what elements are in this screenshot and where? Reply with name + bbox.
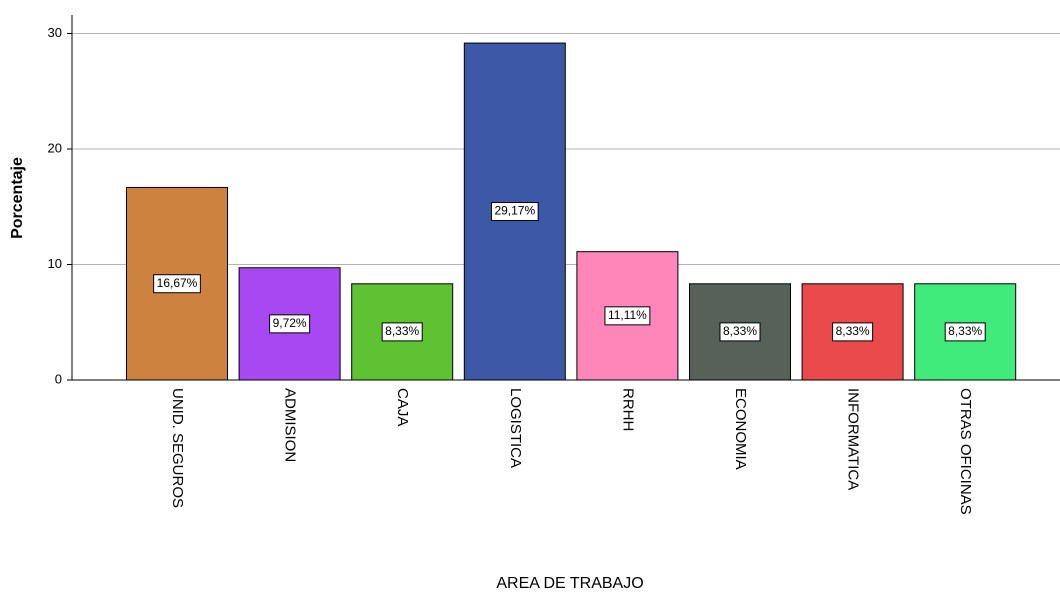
y-tick-label: 0 xyxy=(55,371,62,386)
data-label: 8,33% xyxy=(948,324,982,338)
x-tick-label: UNID. SEGUROS xyxy=(169,388,186,508)
data-label: 8,33% xyxy=(385,324,419,338)
data-label-box xyxy=(269,314,311,334)
x-tick-label: LOGISTICA xyxy=(507,388,524,468)
data-label-box xyxy=(719,322,761,342)
x-tick-label: OTRAS OFICINAS xyxy=(957,388,974,515)
x-tick-label: RRHH xyxy=(619,388,636,431)
y-tick-label: 20 xyxy=(48,140,62,155)
x-axis-title: AREA DE TRABAJO xyxy=(496,575,643,592)
data-label-box xyxy=(153,274,201,294)
y-axis-title: Porcentaje xyxy=(9,157,26,239)
data-label: 9,72% xyxy=(273,316,307,330)
data-label-box xyxy=(832,322,874,342)
data-label: 8,33% xyxy=(836,324,870,338)
data-label: 16,67% xyxy=(157,276,198,290)
data-label-box xyxy=(944,322,986,342)
data-label: 8,33% xyxy=(723,324,757,338)
x-tick-label: ADMISION xyxy=(282,388,299,462)
data-label: 29,17% xyxy=(494,204,535,218)
x-tick-label: ECONOMIA xyxy=(732,388,749,470)
x-tick-label: CAJA xyxy=(394,388,411,426)
x-tick-label: INFORMATICA xyxy=(845,388,862,490)
y-tick-label: 10 xyxy=(48,256,62,271)
data-label-box xyxy=(381,322,423,342)
data-label-box xyxy=(604,306,651,326)
data-label-box xyxy=(490,202,539,222)
y-tick-label: 30 xyxy=(48,25,62,40)
data-label: 11,11% xyxy=(608,308,647,322)
